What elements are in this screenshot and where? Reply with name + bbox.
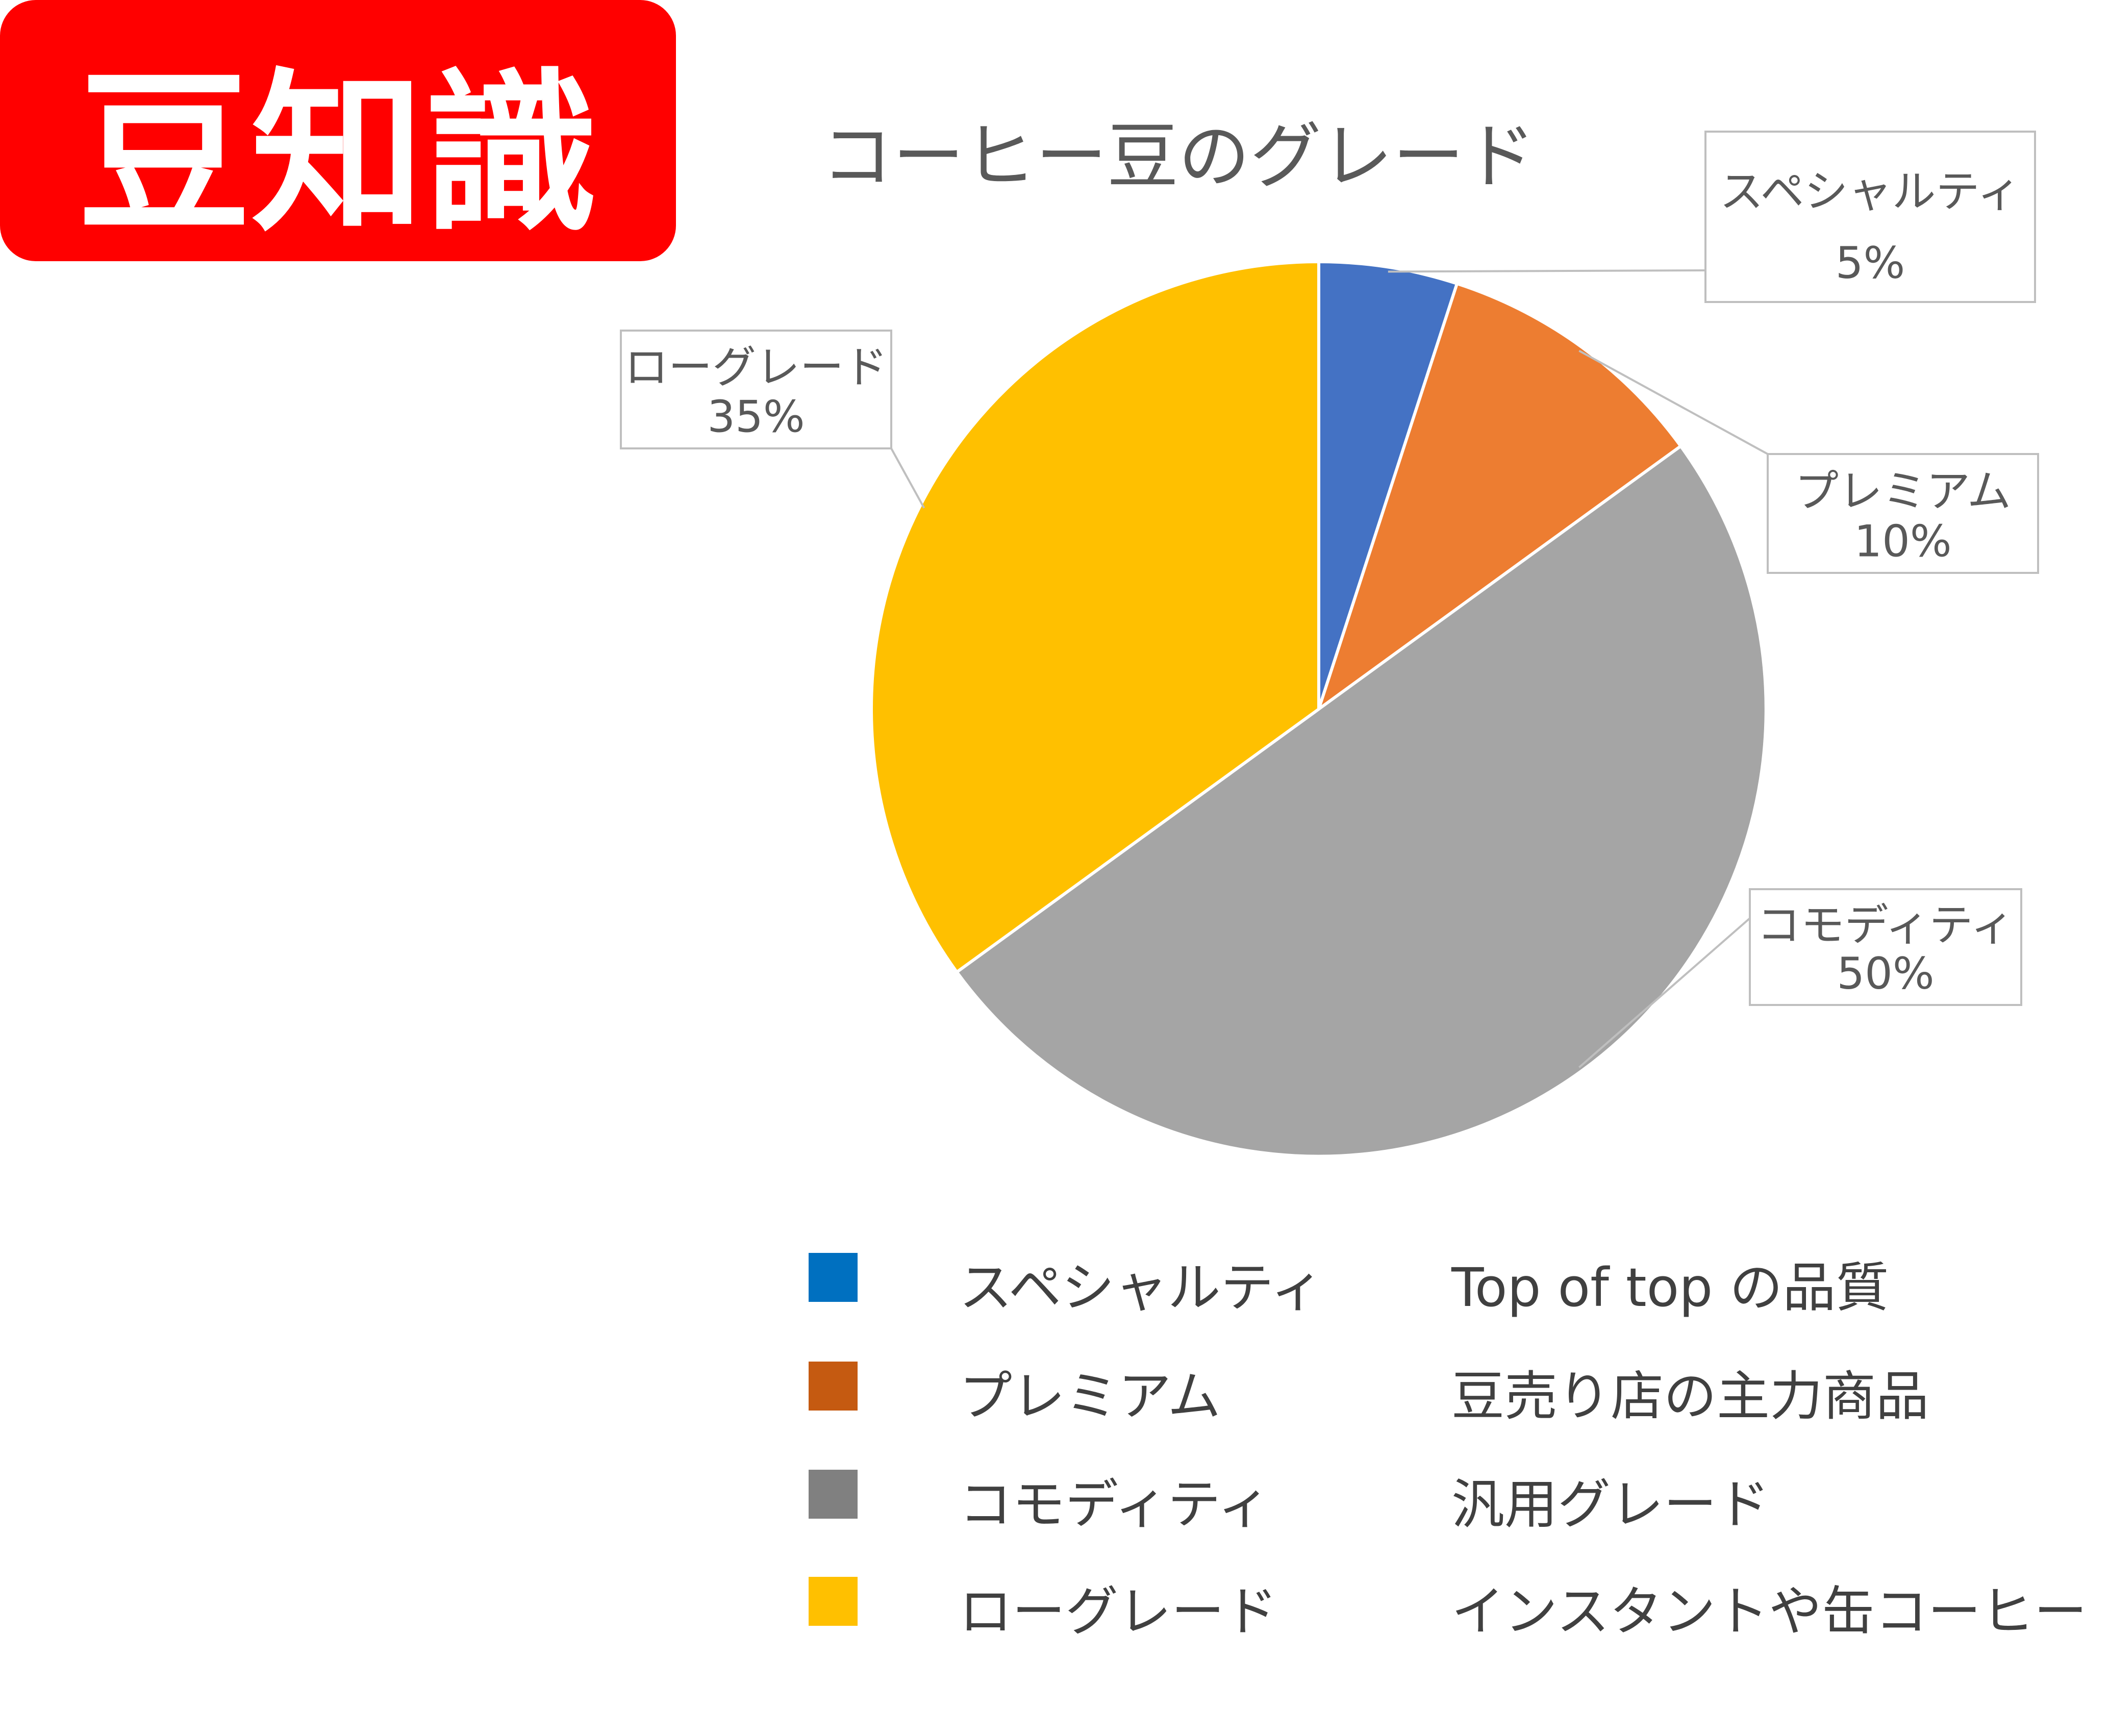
leader-line-2 — [1578, 349, 1768, 455]
legend-description-4: インスタントや缶コーヒー — [1451, 1580, 2087, 1643]
badge-title: 豆知識 — [78, 54, 598, 256]
legend-swatch-3 — [809, 1470, 858, 1519]
legend-grade-2: プレミアム — [959, 1365, 1221, 1427]
callout-category-1: スペシャルティ — [1720, 166, 2021, 217]
legend-description-3: 汎用グレード — [1451, 1473, 1770, 1536]
callout-box-2 — [1767, 453, 2039, 574]
callout-percentage-2: 10% — [1854, 516, 1951, 567]
legend-description-1: Top of top の品質 — [1451, 1256, 1889, 1319]
legend-swatch-2 — [809, 1362, 858, 1411]
callout-percentage-4: 35% — [707, 392, 805, 443]
callout-category-4: ローグレード — [624, 342, 888, 393]
legend-description-2: 豆売り店の主力商品 — [1451, 1365, 1929, 1427]
legend-swatch-1 — [809, 1253, 858, 1302]
legend-grade-3: コモディティ — [959, 1473, 1270, 1536]
badge-background — [0, 0, 676, 261]
leader-line-3 — [1578, 917, 1751, 1068]
callout-box-4 — [620, 330, 892, 449]
leader-line-4 — [890, 448, 925, 509]
badge: 豆知識 — [0, 0, 676, 261]
callout-category-2: プレミアム — [1795, 466, 2011, 517]
callout-box-3 — [1749, 888, 2022, 1006]
pie-slice-3 — [955, 444, 1768, 1158]
pie-slice-2 — [1316, 282, 1683, 713]
leader-line-1 — [1388, 269, 1706, 273]
pie-slice-1 — [1317, 260, 1459, 710]
legend-swatch-4 — [809, 1577, 858, 1626]
callout-percentage-1: 5% — [1836, 238, 1905, 289]
pie-chart — [870, 260, 1768, 1158]
callout-box-1 — [1704, 131, 2036, 303]
callout-category-3: コモディティ — [1757, 900, 2015, 951]
callout-percentage-3: 50% — [1837, 948, 1934, 999]
chart-title: コーヒー豆のグレード — [821, 115, 1536, 198]
legend-grade-1: スペシャルティ — [959, 1256, 1323, 1319]
pie-slice-4 — [870, 260, 1320, 974]
legend-grade-4: ローグレード — [959, 1580, 1277, 1643]
